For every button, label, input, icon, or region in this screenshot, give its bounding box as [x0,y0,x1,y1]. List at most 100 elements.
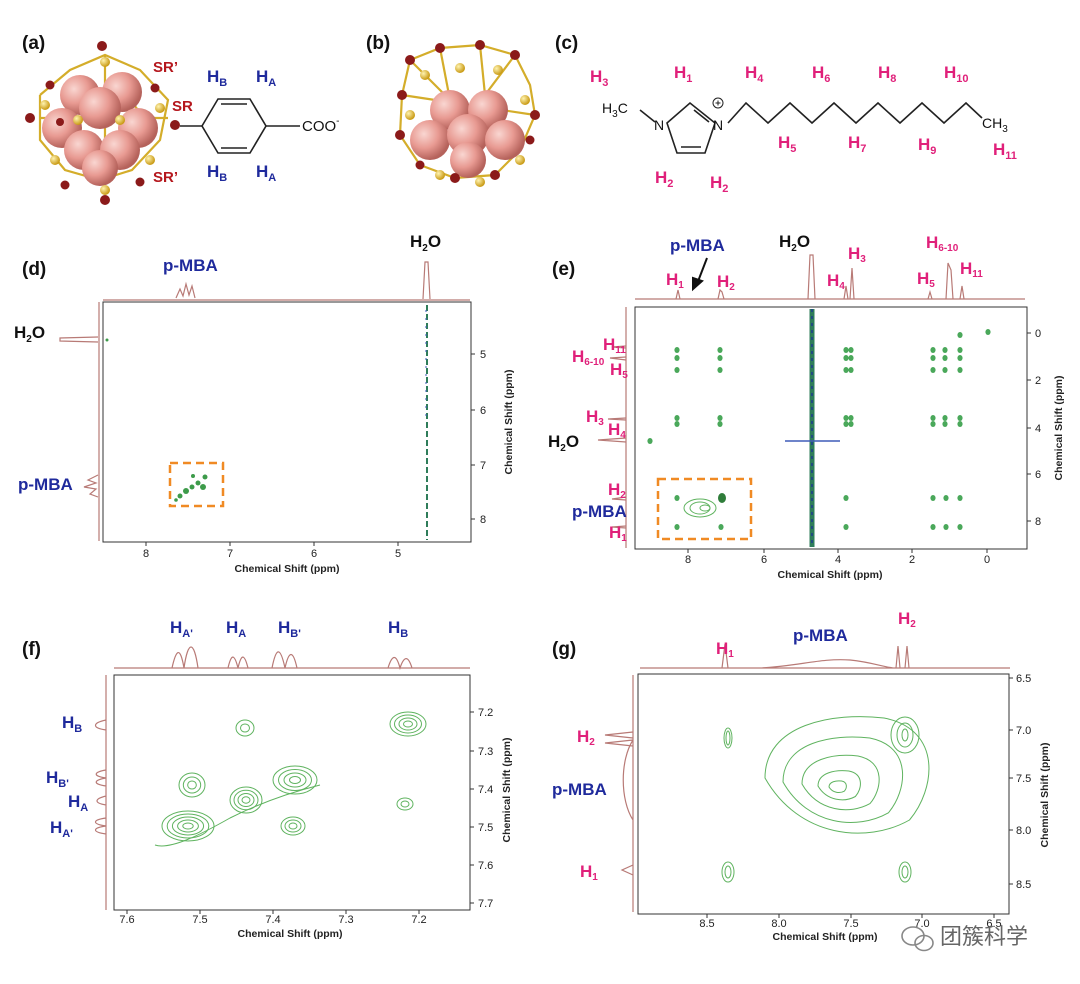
e-peak-49 [647,438,653,444]
f-contour-22 [288,822,298,830]
g-x-tick-4: 6.5 [986,918,1001,930]
f-left-labels: HB HB'HA HA' [46,713,88,840]
d-top-pmba: p-MBA [163,256,218,275]
e-peak-33 [942,421,948,427]
g-y-axis-title: Chemical Shift (ppm) [1039,742,1051,847]
g-y-tick-4: 8.5 [1016,879,1031,891]
e-x-tick-1: 6 [761,554,767,566]
f-contour-13 [241,796,251,804]
panel-e-plot [597,254,1028,550]
d-y-tick-3: 8 [480,514,486,526]
f-y-tick-4: 7.6 [478,860,493,872]
e-left-h1: H1 [609,523,627,544]
f-contour-24 [280,816,306,836]
f-contour-12 [272,765,318,795]
e-top-h2o: H2O [779,232,810,254]
e-peak-53 [699,504,711,512]
f-top-label-2: HB' [278,618,301,640]
wechat-icon [901,926,934,952]
f-contour-2 [403,720,413,728]
e-peak-47 [957,332,963,338]
panel-a-label: (a) [22,33,45,54]
e-peak-24 [848,415,854,421]
e-peak-31 [848,421,854,427]
g-contour-9 [764,716,930,834]
panel-d-label: (d) [22,259,46,280]
e-y-axis-title: Chemical Shift (ppm) [1053,375,1065,480]
c-h10: H10 [944,63,969,85]
f-x-axis-title: Chemical Shift (ppm) [237,928,342,940]
f-y-tick-2: 7.4 [478,784,493,796]
e-peak-50 [718,493,726,503]
g-y-tick-2: 7.5 [1016,773,1031,785]
panel-e-label: (e) [552,259,575,280]
e-peak-37 [843,495,849,501]
f-y-tick-0: 7.2 [478,707,493,719]
ch3-label: CH3 [982,115,1008,135]
e-left-h2o: H2O [548,432,579,454]
e-peak-34 [957,421,963,427]
e-left-h11: H11 [603,335,626,356]
n3-label: N [713,117,723,133]
f-contour-9 [289,776,301,784]
f-left-label-0: HB [62,713,82,735]
e-x-tick-0: 8 [685,554,691,566]
f-left-label-3: HA' [50,818,73,840]
ha-bottom-label: HA [256,162,276,184]
f-left-label-2: HA [68,792,88,814]
e-x-tick-3: 2 [909,554,915,566]
f-contour-14 [237,793,255,807]
g-contour-7 [896,722,914,748]
e-x-tick-2: 4 [835,554,841,566]
e-y-tick-0: 0 [1035,328,1041,340]
e-left-h610: H6-10 [572,347,605,368]
f-x-ticks: 7.6 7.5 7.4 7.3 7.2 [119,910,427,926]
e-peak-6 [957,347,963,353]
e-peak-15 [717,367,723,373]
d-left-pmba: p-MBA [18,475,73,494]
f-contour-26 [396,797,414,811]
e-peak-39 [943,495,949,501]
g-x-tick-0: 8.5 [699,918,714,930]
g-y-ticks: 6.5 7.0 7.5 8.0 8.5 [1009,673,1031,891]
e-peak-2 [843,347,849,353]
e-peak-20 [957,367,963,373]
g-top-pmba: p-MBA [793,626,848,645]
f-contour-18 [177,819,199,833]
c-h5: H5 [778,133,796,155]
f-y-tick-1: 7.3 [478,746,493,758]
e-peak-19 [942,367,948,373]
d-left-h2o: H2O [14,323,45,345]
g-top-h2: H2 [898,609,916,630]
c-h2-left: H2 [655,168,673,190]
d-x-axis-title: Chemical Shift (ppm) [234,563,339,575]
e-peak-30 [843,421,849,427]
f-contour-4 [394,714,422,734]
sr-prime-top-label: SR’ [153,59,178,76]
e-top-h11: H11 [960,259,983,280]
e-peak-42 [718,524,724,530]
e-peak-3 [848,347,854,353]
f-contour-10 [283,772,307,788]
f-contour-17 [182,822,194,830]
f-contour-19 [171,816,205,836]
g-left-pmba: p-MBA [552,780,607,799]
e-x-tick-4: 0 [984,554,990,566]
f-x-tick-2: 7.4 [265,914,280,926]
f-x-tick-3: 7.3 [338,914,353,926]
d-x-tick-2: 6 [311,548,317,560]
g-x-tick-1: 8.0 [771,918,786,930]
g-contour-8 [901,728,909,742]
e-y-tick-3: 6 [1035,469,1041,481]
f-contour-5 [389,711,427,737]
panel-c-label: (c) [555,33,578,54]
e-peak-1 [717,347,723,353]
f-top-label-0: HA' [170,618,193,640]
c-h4: H4 [745,63,764,85]
g-contour-0 [723,727,733,749]
e-peak-0 [674,347,680,353]
f-contours [154,711,427,847]
e-peak-51 [683,498,717,518]
g-left-h2: H2 [577,727,595,748]
g-x-tick-3: 7.0 [914,918,929,930]
